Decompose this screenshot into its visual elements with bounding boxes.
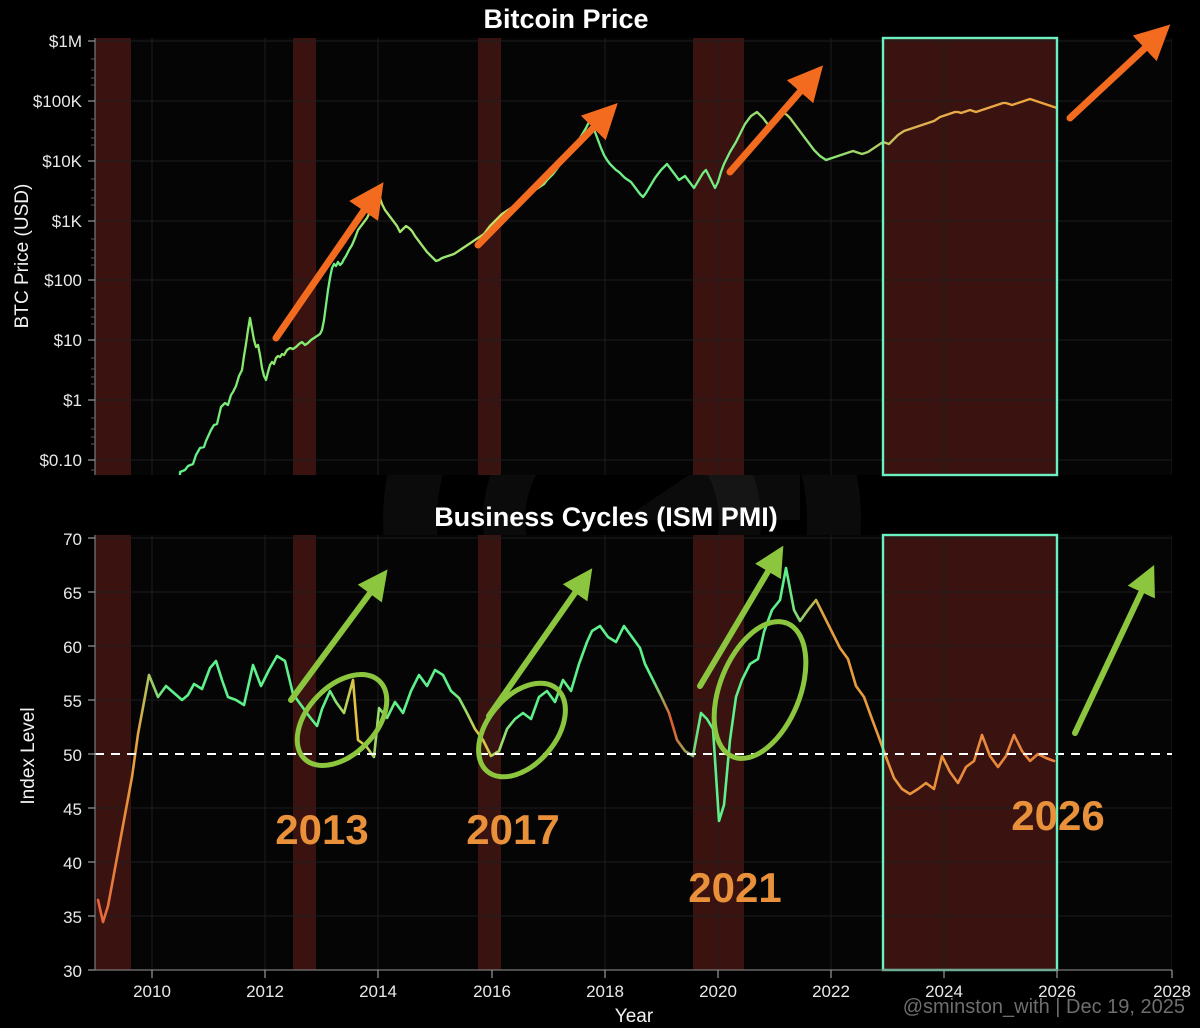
pmi-xtick-label-2028: 2028 — [1153, 982, 1191, 1001]
pmi-ytick-label: 55 — [63, 692, 82, 711]
panel-bitcoin-price: $1M $100K $10K $1K $100 $10 $1 $0.10 BTC… — [12, 4, 1172, 477]
pmi-ytick-label: 70 — [63, 530, 82, 549]
btc-ytick-label: $0.10 — [39, 451, 82, 470]
cycle-arrow — [486, 568, 593, 719]
btc-y-axis-label: BTC Price (USD) — [12, 184, 33, 329]
trend-arrow — [1066, 24, 1171, 122]
cycle-ellipse — [711, 619, 809, 761]
recession-band-forecast — [883, 535, 1057, 970]
btc-ytick-label: $1 — [63, 391, 82, 410]
cycle-label-2017: 2017 — [466, 806, 559, 853]
author-watermark: @sminston_with | Dec 19, 2025 — [903, 996, 1185, 1018]
pmi-cycle-annotations — [288, 545, 1155, 780]
cycle-ellipse — [294, 672, 390, 768]
recession-band — [95, 38, 131, 475]
pmi-ytick-label: 65 — [63, 584, 82, 603]
btc-ytick-label: $10 — [54, 331, 82, 350]
cycle-label-2026: 2026 — [1011, 792, 1104, 839]
x-axis-label: Year — [615, 1006, 654, 1027]
recession-band — [478, 38, 501, 475]
pmi-ytick-label: 50 — [63, 746, 82, 765]
pmi-ytick-label: 45 — [63, 800, 82, 819]
panel-business-cycles: 2013 2017 2021 2026 70 65 60 55 50 — [18, 502, 1191, 1027]
pmi-y-ticks — [88, 537, 95, 971]
pmi-chart-title: Business Cycles (ISM PMI) — [434, 502, 778, 532]
pmi-xtick-label-2016: 2016 — [473, 982, 511, 1001]
pmi-xtick-label-2018: 2018 — [586, 982, 624, 1001]
pmi-xtick-label-2020: 2020 — [699, 982, 737, 1001]
pmi-xtick-label-2010: 2010 — [133, 982, 171, 1001]
recession-band — [95, 535, 131, 970]
trend-arrow — [726, 65, 824, 176]
pmi-y-axis-label: Index Level — [18, 707, 39, 804]
trend-arrow — [474, 103, 618, 249]
btc-ytick-label: $10K — [42, 152, 82, 171]
btc-ytick-label: $1K — [52, 212, 83, 231]
pmi-xtick-label-2014: 2014 — [359, 982, 397, 1001]
cycle-arrow — [1072, 564, 1155, 736]
recession-band — [293, 535, 316, 970]
trend-arrow — [272, 182, 384, 342]
btc-forecast-highlight-box — [881, 36, 1059, 477]
cycle-label-2013: 2013 — [275, 806, 368, 853]
cycle-arrow — [697, 545, 784, 689]
pmi-xtick-label-2024: 2024 — [925, 982, 963, 1001]
recession-band-forecast — [883, 38, 1057, 475]
pmi-xtick-label-2026: 2026 — [1038, 982, 1076, 1001]
btc-price-line — [178, 97, 1059, 475]
pmi-xtick-label-2022: 2022 — [812, 982, 850, 1001]
btc-chart-title: Bitcoin Price — [483, 4, 648, 34]
pmi-ytick-label: 35 — [63, 908, 82, 927]
btc-y-ticks — [88, 40, 95, 471]
pmi-gridlines — [95, 535, 1172, 970]
cycle-arrow — [288, 569, 388, 703]
pmi-xtick-label-2012: 2012 — [246, 982, 284, 1001]
pmi-ytick-label: 40 — [63, 854, 82, 873]
recession-band — [293, 38, 316, 475]
pmi-ytick-label: 60 — [63, 638, 82, 657]
pmi-x-ticks — [151, 970, 1173, 978]
btc-ytick-label: $100 — [44, 271, 82, 290]
btc-trend-arrows — [272, 24, 1171, 342]
cycle-ellipse — [476, 680, 568, 780]
btc-ytick-label: $100K — [33, 92, 83, 111]
pmi-ytick-label: 30 — [63, 962, 82, 981]
cycle-label-2021: 2021 — [688, 864, 781, 911]
btc-ytick-label: $1M — [49, 32, 82, 51]
